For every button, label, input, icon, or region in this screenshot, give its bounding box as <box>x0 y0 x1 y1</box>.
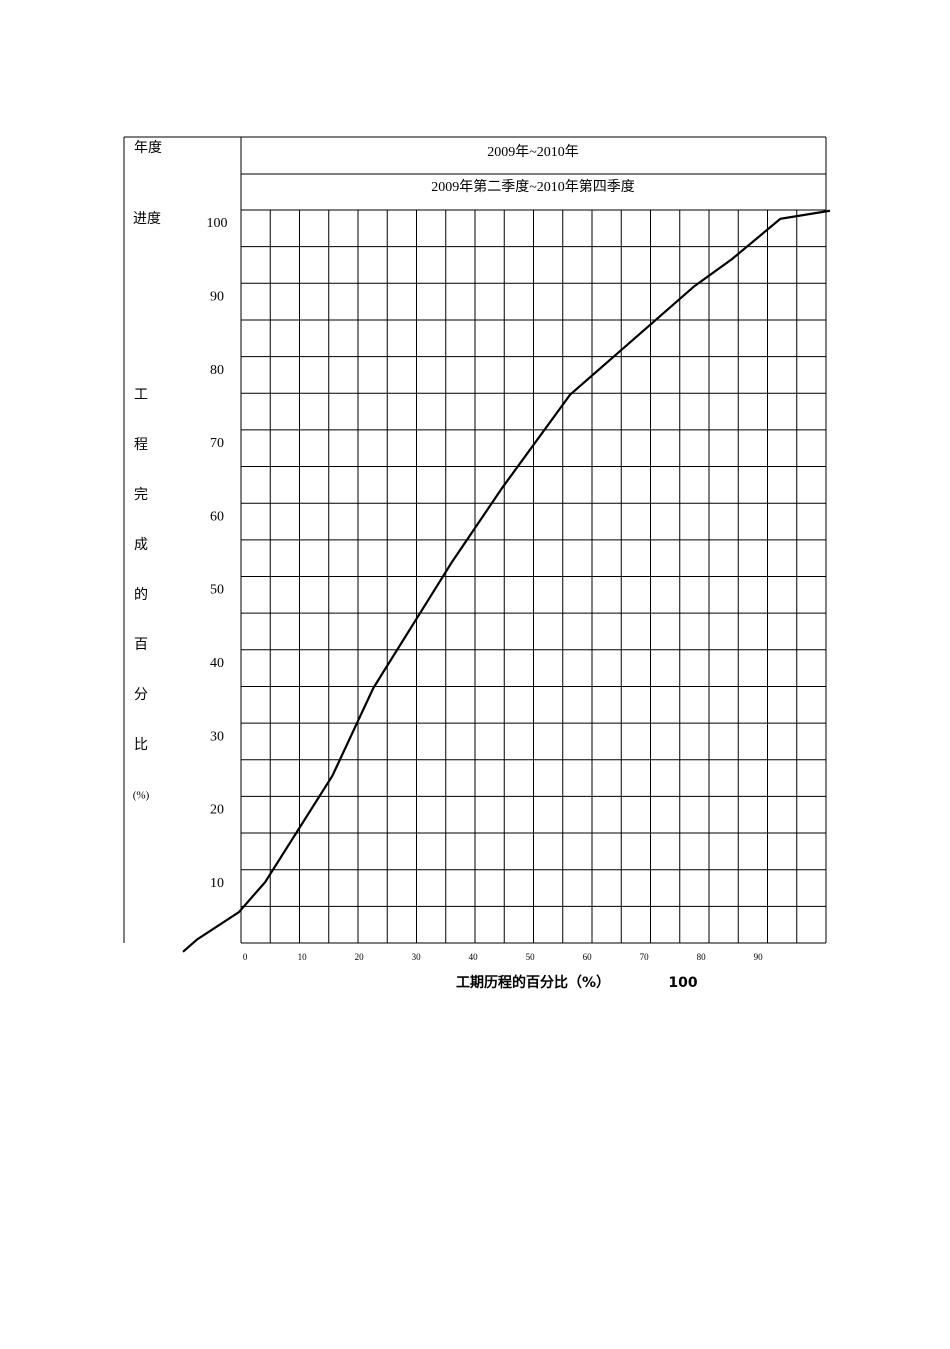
y-tick-label: 40 <box>210 656 224 671</box>
x-tick-label: 30 <box>412 952 422 962</box>
y-axis-label: 分 <box>134 687 148 703</box>
y-axis-label: 百 <box>134 637 148 653</box>
y-tick-label: 60 <box>210 509 224 524</box>
year-label: 年度 <box>134 140 162 156</box>
y-tick-label: 10 <box>210 876 224 891</box>
y-axis-label: 工 <box>134 388 148 403</box>
axis-note: 100 <box>668 975 697 991</box>
x-tick-label: 40 <box>469 952 479 962</box>
y-tick-label: 100 <box>207 216 228 231</box>
x-axis-label: 工期历程的百分比（%） <box>456 974 610 991</box>
y-tick-label: 90 <box>210 290 224 305</box>
x-tick-label: 90 <box>754 952 764 962</box>
progress-curve <box>182 209 831 953</box>
y-axis-label: 比 <box>134 737 148 753</box>
y-tick-label: 30 <box>210 729 224 744</box>
x-tick-label: 0 <box>243 952 248 962</box>
y-tick-label: 80 <box>210 363 224 378</box>
y-tick-label: 70 <box>210 436 224 451</box>
y-tick-label: 20 <box>210 803 224 818</box>
x-tick-label: 20 <box>355 952 365 962</box>
x-tick-label: 10 <box>298 952 308 962</box>
y-axis-label: (%) <box>133 790 150 802</box>
x-tick-label: 60 <box>583 952 593 962</box>
y-axis-label: 程 <box>134 437 148 453</box>
x-tick-label: 70 <box>640 952 650 962</box>
progress-label: 进度 <box>133 211 161 227</box>
x-tick-label: 80 <box>697 952 707 962</box>
year-value: 2009年~2010年 <box>487 144 579 160</box>
y-axis-label: 完 <box>134 487 148 503</box>
period-value: 2009年第二季度~2010年第四季度 <box>431 178 635 195</box>
y-axis-label: 的 <box>134 587 148 603</box>
y-axis-label: 成 <box>134 537 148 553</box>
y-tick-label: 50 <box>210 583 224 598</box>
x-tick-label: 50 <box>526 952 536 962</box>
